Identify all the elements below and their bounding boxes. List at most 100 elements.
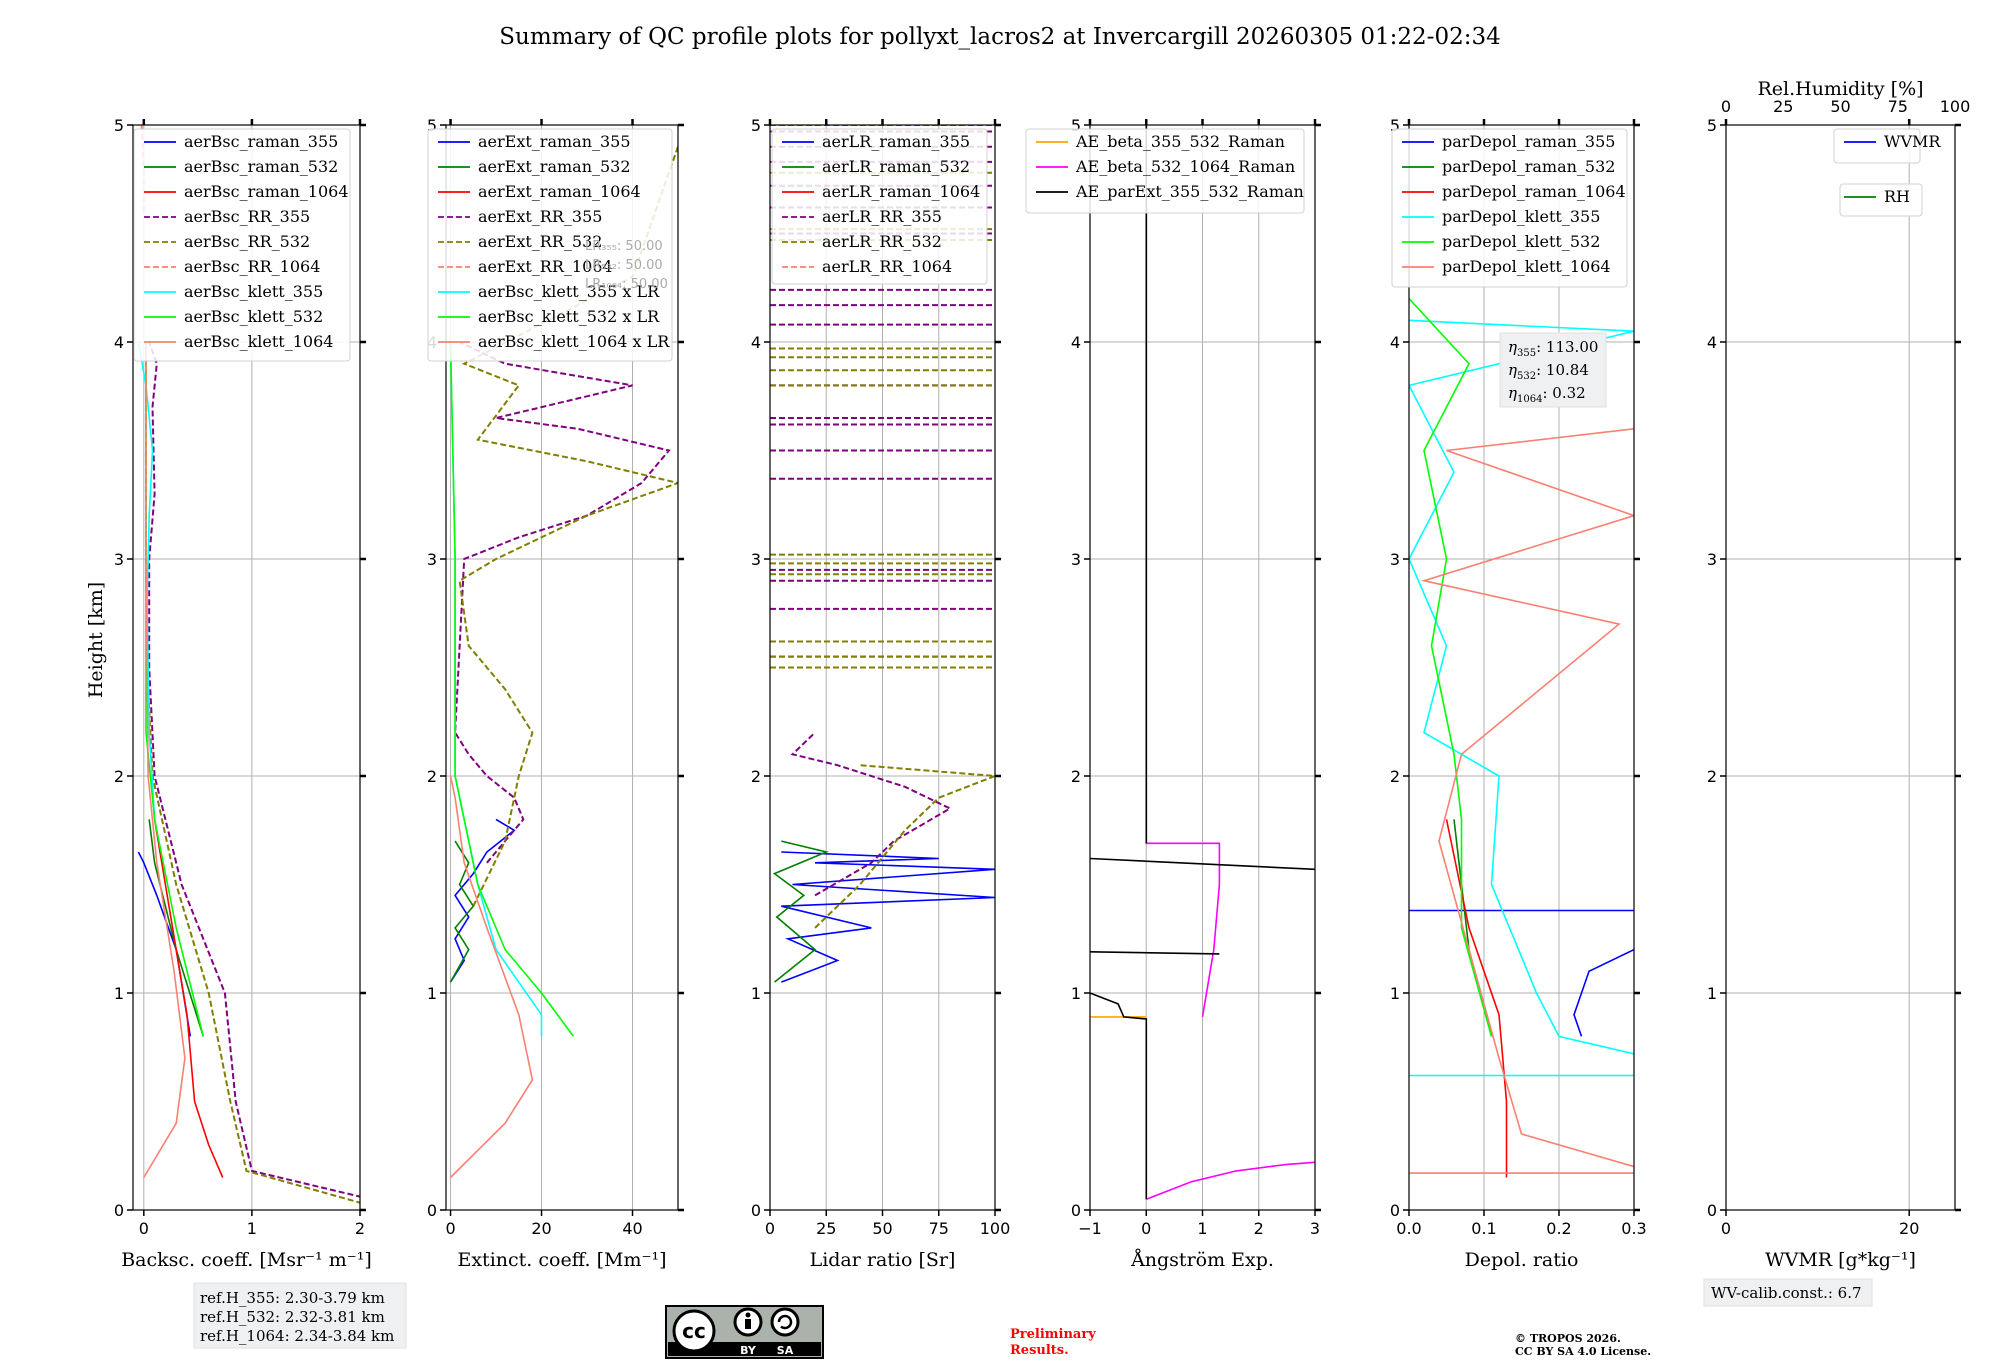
y-tick-label: 5: [114, 116, 124, 135]
x-tick-label: 20: [531, 1219, 551, 1238]
x-tick-label: 2: [1254, 1219, 1264, 1238]
legend: aerBsc_raman_355 aerBsc_raman_532 aerBsc_r…: [133, 128, 351, 362]
eta-value: 10.84: [1546, 361, 1589, 379]
legend-label: aerBsc_klett_532: [184, 307, 323, 326]
cc-sa-label: SA: [777, 1344, 794, 1357]
refh-line-1064: ref.H_1064: 2.34-3.84 km: [200, 1327, 394, 1345]
series-aerLR_raman_532: [772, 840, 829, 983]
x-tick-label: 75: [929, 1219, 949, 1238]
preliminary-text-1: Preliminary: [1010, 1327, 1096, 1342]
series-aerLR_RR_355: [790, 731, 953, 897]
legend-label: AE_parExt_355_532_Raman: [1075, 182, 1304, 201]
x-tick-label: 0: [765, 1219, 775, 1238]
x-tick-label: 2: [355, 1219, 365, 1238]
y-tick-label: 2: [1071, 767, 1081, 786]
y-tick-label: 5: [751, 116, 761, 135]
x-axis-label: Lidar ratio [Sr]: [810, 1249, 956, 1271]
y-tick-label: 0: [1707, 1201, 1717, 1220]
legend: aerExt_raman_355 aerExt_raman_532 aerExt_r…: [427, 128, 673, 362]
series-aerExt_RR_355: [454, 341, 671, 864]
axes-frame: [1725, 124, 1956, 1211]
x-tick-label: 40: [622, 1219, 642, 1238]
x-axis-label: Ångström Exp.: [1130, 1249, 1274, 1271]
legend-label: AE_beta_532_1064_Raman: [1075, 157, 1295, 176]
y-tick-label: 4: [751, 333, 761, 352]
legend-label: aerLR_raman_355: [822, 132, 970, 151]
y-tick-label: 1: [751, 984, 761, 1003]
x-axis-label: Backsc. coeff. [Msr⁻¹ m⁻¹]: [121, 1249, 372, 1271]
series-aerExt_RR_532: [458, 146, 678, 907]
series-aerBsc_raman_532: [148, 819, 205, 1037]
legend-box: [771, 128, 988, 285]
series-aerBsc_klett_532: [145, 342, 205, 1037]
legend-label: parDepol_klett_1064: [1442, 257, 1611, 276]
legend-label: parDepol_raman_355: [1442, 132, 1615, 151]
legend-label: RH: [1884, 187, 1910, 206]
lr-label: LR₁₀₆₄: 50.00: [585, 277, 668, 292]
legend-label: parDepol_klett_355: [1442, 207, 1600, 226]
y-tick-label: 4: [1707, 333, 1717, 352]
eta-label: η1064: 0.32: [1508, 384, 1586, 405]
series-group: [1090, 125, 1315, 1200]
legend-box: [1391, 128, 1628, 288]
top-tick-label: 25: [1773, 97, 1793, 116]
y-tick-label: 3: [1390, 550, 1400, 569]
sa-icon: [770, 1307, 800, 1337]
eta-box: [1499, 332, 1607, 408]
legend-label: parDepol_raman_532: [1442, 157, 1615, 176]
copyright-text-2: CC BY SA 4.0 License.: [1515, 1345, 1651, 1358]
legend-label: parDepol_raman_1064: [1442, 182, 1626, 201]
panel-5: 0 1 2 3 4 5 0.0 0.1 0.2 0.3 Depol. ratio parDepol_r…: [1390, 116, 1647, 1271]
panel-6: 01234502040WVMR [g*kg⁻¹]WVMRRHRel.Humidi…: [1707, 78, 1970, 1271]
x-tick-label: 0.0: [1396, 1219, 1421, 1238]
copyright-text-1: © TROPOS 2026.: [1515, 1332, 1621, 1345]
x-tick-label: 0.2: [1546, 1219, 1571, 1238]
y-tick-label: 2: [427, 767, 437, 786]
legend-label: aerBsc_RR_1064: [184, 257, 320, 276]
legend-box: [1025, 128, 1305, 214]
y-axis-label: Height [km]: [85, 582, 107, 698]
x-tick-label: 100: [980, 1219, 1011, 1238]
eta-label: η355: 113.00: [1508, 338, 1598, 359]
legend-label: aerBsc_RR_532: [184, 232, 310, 251]
legend-label: parDepol_klett_532: [1442, 232, 1600, 251]
y-tick-label: 1: [427, 984, 437, 1003]
top-tick-label: 50: [1830, 97, 1850, 116]
y-tick-label: 3: [1707, 550, 1717, 569]
y-tick-label: 3: [114, 550, 124, 569]
cc-license-badge: cc BY SA: [665, 1305, 824, 1359]
x-tick-label: 3: [1310, 1219, 1320, 1238]
legend-label: aerBsc_klett_355 x LR: [478, 282, 660, 301]
x-tick-label: −1: [1078, 1219, 1102, 1238]
series-parDepol_klett_355: [1409, 319, 1634, 1055]
legend: AE_beta_355_532_Raman AE_beta_532_1064_Ra…: [1025, 128, 1305, 214]
cc-icon: [672, 1309, 716, 1353]
legend-box: [133, 128, 351, 362]
series-group: [1409, 298, 1634, 1178]
x-tick-label: 0: [1721, 1219, 1731, 1238]
y-tick-label: 5: [1707, 116, 1717, 135]
y-tick-label: 0: [751, 1201, 761, 1220]
legend-label: aerExt_RR_355: [478, 207, 602, 226]
legend-label: aerLR_RR_355: [822, 207, 942, 226]
legend-label: WVMR: [1884, 132, 1941, 151]
refh-box: [193, 1282, 407, 1349]
y-tick-label: 1: [1071, 984, 1081, 1003]
legend-label: aerExt_raman_532: [478, 157, 631, 176]
series-parDepol_raman_355: [1573, 948, 1634, 1037]
legend-label: aerLR_raman_532: [822, 157, 970, 176]
wv-calib-box: [1703, 1278, 1873, 1307]
y-tick-label: 2: [1390, 767, 1400, 786]
x-axis-label: Depol. ratio: [1465, 1249, 1579, 1271]
x-tick-label: 0: [1141, 1219, 1151, 1238]
series-aerBsc_raman_1064: [153, 819, 224, 1178]
legend-label: aerBsc_klett_1064: [184, 332, 333, 351]
legend-label: aerBsc_raman_1064: [184, 182, 349, 201]
top-axis-label: Rel.Humidity [%]: [1757, 78, 1923, 100]
series-aerExt_raman_532: [449, 840, 475, 983]
y-tick-label: 1: [1390, 984, 1400, 1003]
y-tick-label: 3: [751, 550, 761, 569]
